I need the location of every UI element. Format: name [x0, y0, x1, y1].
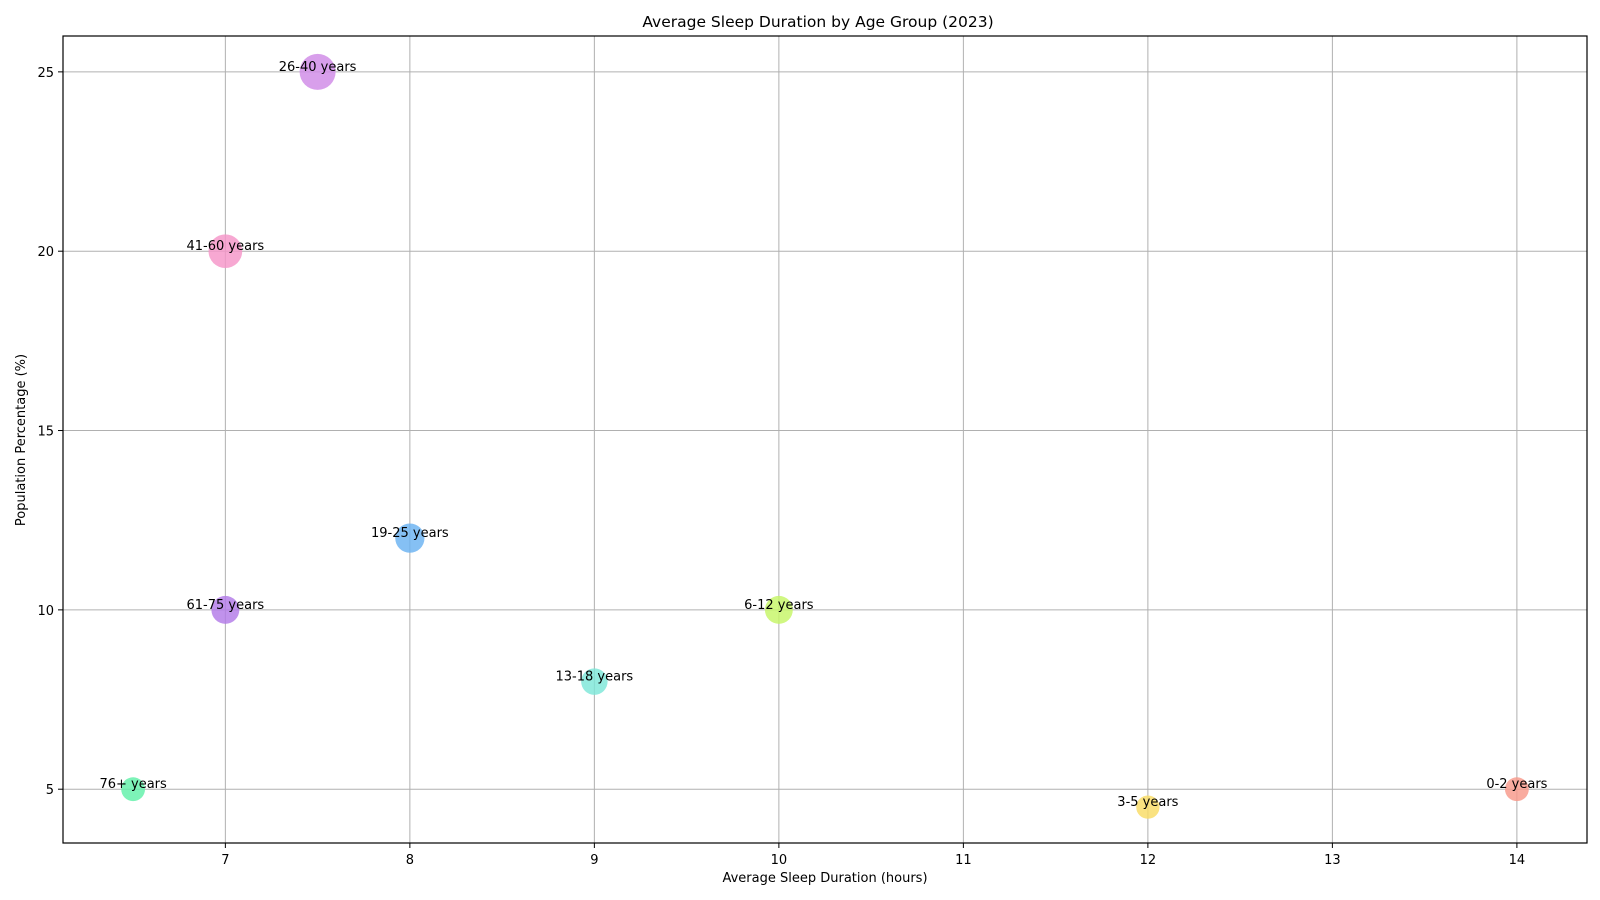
y-tick-label: 25 — [37, 66, 54, 81]
x-tick-label: 9 — [590, 853, 598, 868]
x-tick-label: 8 — [406, 853, 414, 868]
y-axis-ticks: 5 10 15 20 25 — [37, 66, 63, 798]
y-tick-label: 20 — [37, 245, 54, 260]
grid — [63, 36, 1587, 843]
data-label: 19-25 years — [371, 526, 449, 541]
data-point — [395, 523, 425, 553]
data-point — [581, 668, 608, 695]
data-point — [211, 595, 240, 624]
y-tick-label: 10 — [37, 604, 54, 619]
data-label: 0-2 years — [1486, 777, 1547, 792]
x-tick-label: 11 — [955, 853, 972, 868]
x-tick-label: 13 — [1324, 853, 1341, 868]
y-tick-label: 15 — [37, 425, 54, 440]
y-tick-label: 5 — [46, 783, 54, 798]
data-label: 3-5 years — [1117, 795, 1178, 810]
x-tick-label: 14 — [1509, 853, 1526, 868]
x-axis-title: Average Sleep Duration (hours) — [722, 871, 927, 886]
data-point — [299, 53, 336, 90]
point-labels: 0-2 years 3-5 years 6-12 years 13-18 years 1… — [99, 60, 1547, 810]
data-label: 13-18 years — [556, 670, 634, 685]
x-tick-label: 10 — [771, 853, 788, 868]
plot-frame — [62, 35, 1588, 844]
data-label: 41-60 years — [187, 239, 265, 254]
chart-title: Average Sleep Duration by Age Group (202… — [642, 13, 993, 31]
x-tick-label: 12 — [1140, 853, 1157, 868]
data-points — [121, 53, 1529, 819]
data-label: 6-12 years — [744, 598, 814, 613]
data-label: 26-40 years — [279, 60, 357, 75]
data-point — [1136, 795, 1160, 819]
x-tick-label: 7 — [221, 853, 229, 868]
y-axis-title: Population Percentage (%) — [14, 354, 29, 526]
data-point — [208, 234, 243, 269]
data-point — [1504, 777, 1529, 802]
data-point — [764, 595, 793, 624]
x-axis-ticks: 7 8 9 10 11 12 13 14 — [221, 843, 1525, 868]
data-label: 76+ years — [99, 777, 167, 792]
data-label: 61-75 years — [187, 598, 265, 613]
data-point — [121, 777, 146, 802]
